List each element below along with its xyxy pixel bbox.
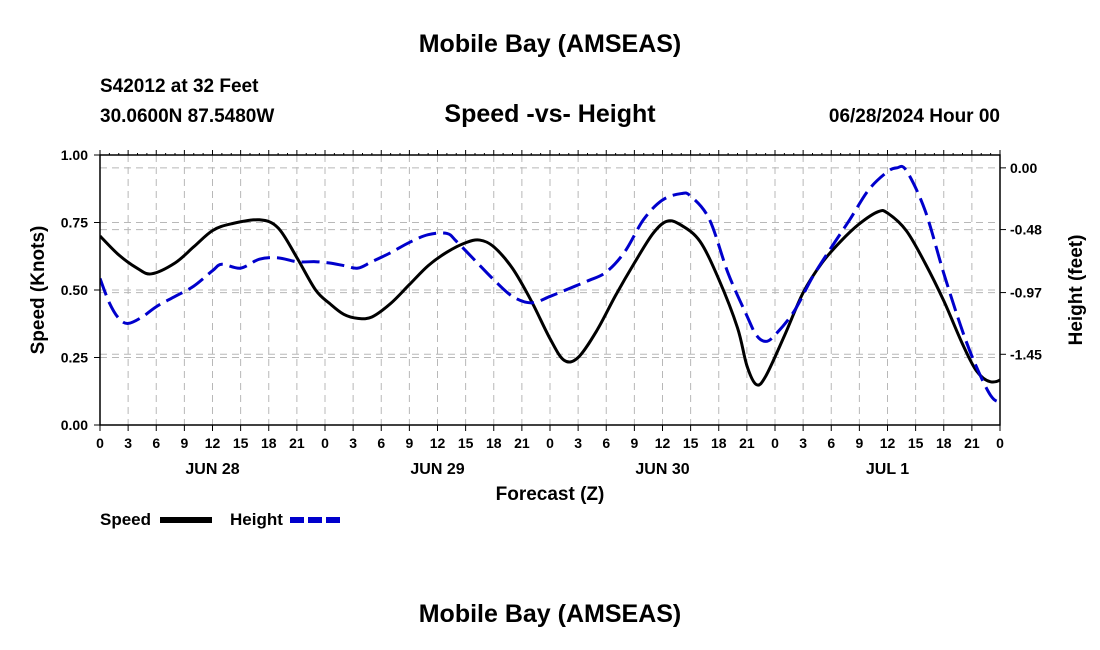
x-tick-label: 9 [180, 435, 188, 451]
chart-subtitle: Speed -vs- Height [444, 100, 656, 128]
x-tick-label: 9 [630, 435, 638, 451]
x-tick-label: 21 [514, 435, 530, 451]
y-left-tick-label: 0.50 [61, 282, 88, 298]
x-tick-label: 6 [152, 435, 160, 451]
y-left-tick-label: 0.75 [61, 215, 88, 231]
date-label: JUN 29 [410, 461, 464, 478]
x-tick-label: 15 [908, 435, 924, 451]
legend-height-label: Height [230, 510, 283, 529]
x-tick-label: 0 [96, 435, 104, 451]
x-tick-label: 3 [799, 435, 807, 451]
x-tick-label: 18 [936, 435, 952, 451]
coordinates-label: 30.0600N 87.5480W [100, 106, 275, 127]
x-tick-label: 6 [377, 435, 385, 451]
date-label: JUN 30 [635, 461, 689, 478]
y-right-tick-label: -0.97 [1010, 285, 1042, 301]
legend: Speed Height [100, 510, 342, 529]
date-label: JUN 28 [185, 461, 239, 478]
series-line-speed [100, 209, 1000, 387]
x-tick-label: 9 [855, 435, 863, 451]
x-tick-label: 6 [602, 435, 610, 451]
y-right-tick-label: 0.00 [1010, 160, 1037, 176]
x-tick-label: 0 [546, 435, 554, 451]
legend-speed-label: Speed [100, 510, 151, 529]
y-right-tick-label: -1.45 [1010, 346, 1042, 362]
x-tick-label: 9 [405, 435, 413, 451]
x-tick-label: 3 [349, 435, 357, 451]
x-tick-label: 3 [124, 435, 132, 451]
x-tick-label: 12 [880, 435, 896, 451]
grid-lines [100, 155, 1000, 425]
date-label: JUL 1 [866, 461, 909, 478]
series-line-height [100, 164, 1000, 404]
x-tick-label: 6 [827, 435, 835, 451]
y-left-tick-label: 0.00 [61, 417, 88, 433]
station-label: S42012 at 32 Feet [100, 76, 259, 97]
x-tick-label: 21 [964, 435, 980, 451]
y-axis-right-label: Height (feet) [1066, 235, 1087, 346]
x-tick-label: 15 [458, 435, 474, 451]
x-tick-label: 21 [289, 435, 305, 451]
x-tick-label: 15 [683, 435, 699, 451]
y-axis-left-label: Speed (Knots) [28, 226, 49, 355]
x-tick-label: 3 [574, 435, 582, 451]
y-left-tick-label: 1.00 [61, 147, 88, 163]
y-right-tick-label: -0.48 [1010, 222, 1042, 238]
x-tick-label: 21 [739, 435, 755, 451]
chart-main-title: Mobile Bay (AMSEAS) [418, 30, 682, 58]
second-chart-title: Mobile Bay (AMSEAS) [418, 600, 682, 628]
x-axis-label: Forecast (Z) [496, 484, 605, 505]
x-tick-label: 15 [233, 435, 249, 451]
axis-ticks: 0 3 6 9 12 15 18 21 0 3 6 9 12 15 18 21 0 3 6 9 12 15 18 21 0 3 6 9… [61, 147, 1042, 478]
forecast-datetime: 06/28/2024 Hour 00 [828, 106, 1000, 127]
x-tick-label: 12 [205, 435, 221, 451]
x-tick-label: 0 [771, 435, 779, 451]
x-tick-label: 18 [486, 435, 502, 451]
x-tick-label: 12 [655, 435, 671, 451]
x-tick-label: 18 [711, 435, 727, 451]
x-tick-label: 12 [430, 435, 446, 451]
x-tick-label: 0 [996, 435, 1004, 451]
series-lines [100, 164, 1000, 404]
y-left-tick-label: 0.25 [61, 350, 88, 366]
x-tick-label: 18 [261, 435, 277, 451]
x-tick-label: 0 [321, 435, 329, 451]
